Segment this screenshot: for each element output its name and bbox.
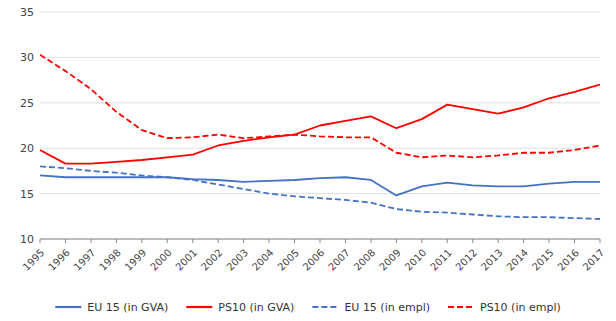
legend-item: PS10 (in GVA) — [186, 301, 294, 314]
x-tick-label: 2005 — [275, 247, 301, 273]
x-tick — [116, 239, 117, 243]
legend-label: EU 15 (in empl) — [344, 301, 430, 314]
y-tick-label: 25 — [20, 97, 34, 110]
x-tick — [549, 239, 550, 243]
x-tick — [600, 239, 601, 243]
legend-swatch — [448, 306, 474, 308]
x-tick — [523, 239, 524, 243]
y-tick-label: 20 — [20, 142, 34, 155]
legend: EU 15 (in GVA) PS10 (in GVA) EU 15 (in emp… — [55, 301, 560, 314]
y-tick-label: 15 — [20, 188, 34, 201]
x-tick — [243, 239, 244, 243]
x-tick — [192, 239, 193, 243]
x-tick-label: 2013 — [479, 247, 505, 273]
x-tick-label: 2017 — [581, 247, 607, 273]
legend-label: PS10 (in GVA) — [218, 301, 294, 314]
grid-line — [40, 12, 600, 13]
legend-swatch — [186, 306, 212, 308]
x-tick — [40, 239, 41, 243]
x-tick-label: 1997 — [72, 247, 98, 273]
legend-item: PS10 (in empl) — [448, 301, 561, 314]
x-tick — [498, 239, 499, 243]
x-tick-label: 2006 — [301, 247, 327, 273]
y-axis: 10 15 20 25 30 35 — [20, 6, 600, 246]
x-tick-label: 2014 — [504, 247, 530, 273]
x-tick — [472, 239, 473, 243]
grid-line — [40, 102, 600, 103]
series-line — [40, 55, 600, 158]
x-tick — [269, 239, 270, 243]
x-tick — [218, 239, 219, 243]
x-tick-label: 2002 — [199, 247, 225, 273]
x-tick — [447, 239, 448, 243]
x-tick — [167, 239, 168, 243]
y-tick-label: 35 — [20, 6, 34, 19]
x-tick-label: 1995 — [21, 247, 47, 273]
x-tick — [370, 239, 371, 243]
x-tick — [141, 239, 142, 243]
legend-label: PS10 (in empl) — [480, 301, 561, 314]
x-tick-label: 2016 — [555, 247, 581, 273]
x-tick-label: 2011 — [428, 247, 454, 273]
series-line — [40, 85, 600, 164]
legend-swatch — [312, 306, 338, 308]
x-tick-label: 2009 — [377, 247, 403, 273]
series-line — [40, 175, 600, 195]
grid-line — [40, 193, 600, 194]
legend-item: EU 15 (in empl) — [312, 301, 430, 314]
x-tick — [396, 239, 397, 243]
x-tick-label: 1996 — [46, 247, 72, 273]
grid-line — [40, 57, 600, 58]
x-tick — [90, 239, 91, 243]
x-tick — [574, 239, 575, 243]
x-tick-label: 2015 — [530, 247, 556, 273]
grid-line — [40, 148, 600, 149]
x-tick-label: 2001 — [173, 247, 199, 273]
x-tick — [345, 239, 346, 243]
x-tick-label: 2008 — [352, 247, 378, 273]
x-tick-label: 1999 — [123, 247, 149, 273]
x-tick-label: 2007 — [326, 247, 352, 273]
y-tick-label: 10 — [20, 233, 34, 246]
legend-item: EU 15 (in GVA) — [55, 301, 168, 314]
series-line — [40, 166, 600, 219]
x-tick — [320, 239, 321, 243]
x-tick-label: 2004 — [250, 247, 276, 273]
y-tick-label: 30 — [20, 51, 34, 64]
x-tick — [421, 239, 422, 243]
lines — [40, 55, 600, 219]
x-tick — [65, 239, 66, 243]
x-tick-label: 2000 — [148, 247, 174, 273]
x-tick — [294, 239, 295, 243]
x-tick-label: 2003 — [224, 247, 250, 273]
legend-swatch — [55, 306, 81, 308]
chart: 10 15 20 25 30 35 1995199619971998199920002001… — [0, 0, 616, 321]
x-tick-label: 1998 — [97, 247, 123, 273]
legend-label: EU 15 (in GVA) — [87, 301, 168, 314]
x-tick-label: 2012 — [453, 247, 479, 273]
x-axis: 1995199619971998199920002001200220032004… — [21, 239, 607, 273]
x-tick-label: 2010 — [403, 247, 429, 273]
